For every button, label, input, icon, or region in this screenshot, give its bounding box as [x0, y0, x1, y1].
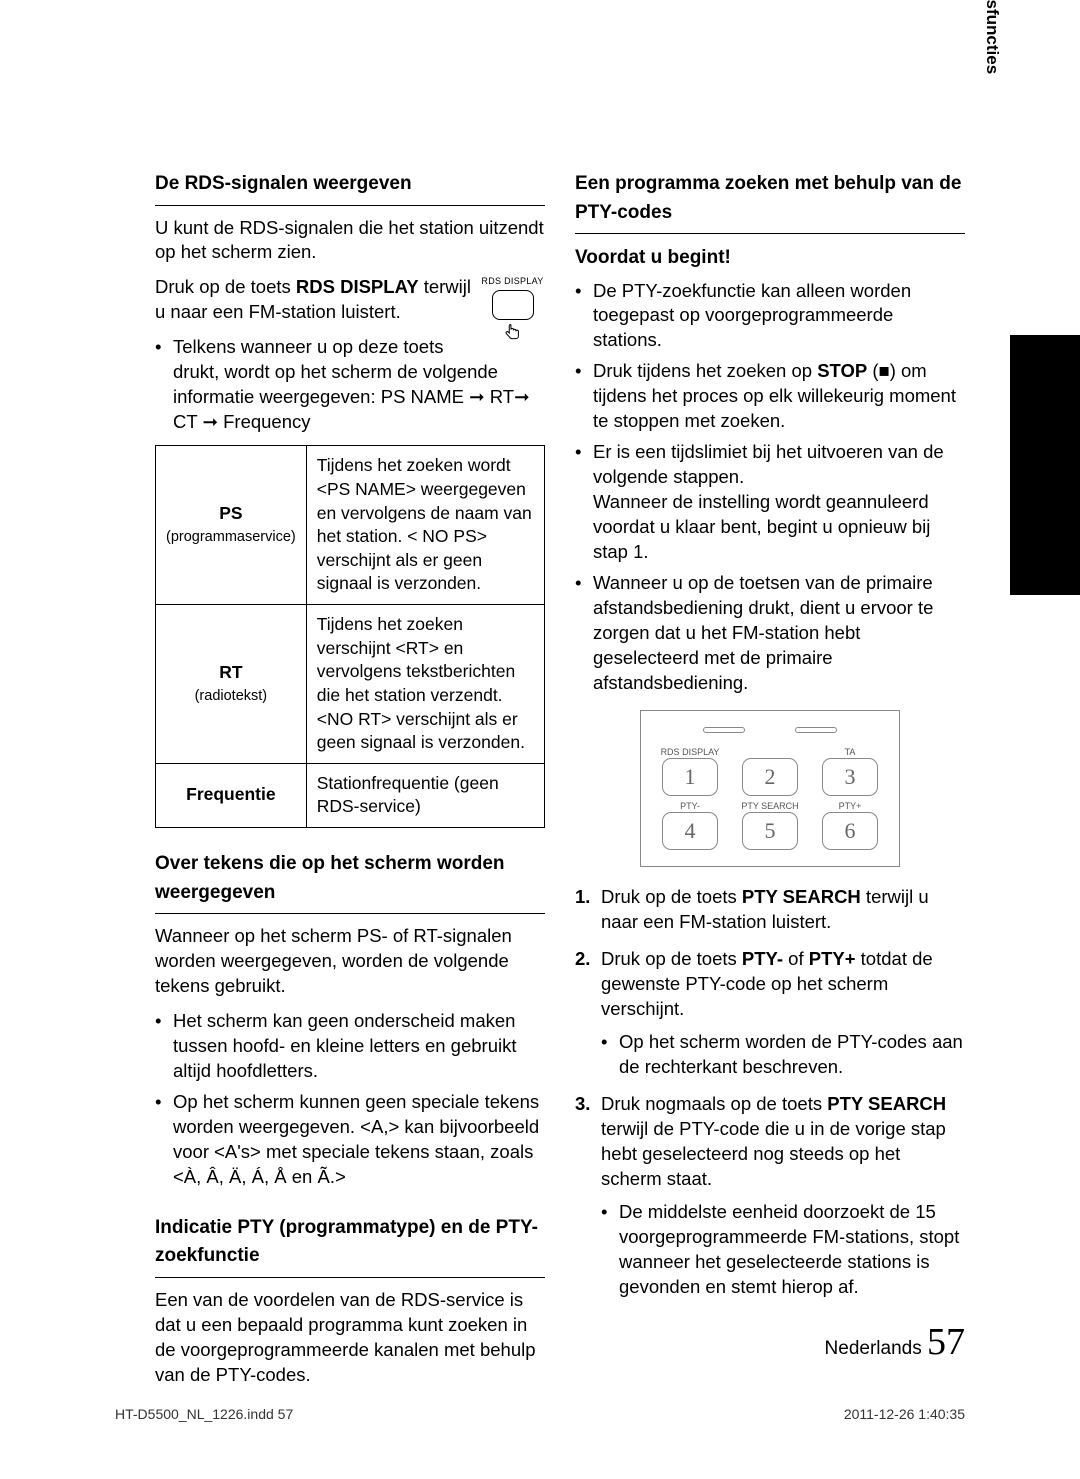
column-right: Een programma zoeken met behulp van de P…	[575, 170, 965, 1312]
section-tab-label: 04 Basisfuncties	[982, 0, 1002, 130]
text: Druk op de toets	[155, 276, 296, 297]
text: Druk op de toets	[601, 948, 742, 969]
page-number: 57	[927, 1321, 965, 1363]
heading-over-tekens: Over tekens die op het scherm worden wee…	[155, 850, 545, 914]
step-item: 2. Druk op de toets PTY- of PTY+ totdat …	[575, 947, 965, 1080]
text-bold: RDS DISPLAY	[296, 276, 419, 297]
side-black-bar	[1010, 335, 1080, 595]
text-bold: PTY-	[742, 948, 783, 969]
heading-programma-zoeken: Een programma zoeken met behulp van de P…	[575, 170, 965, 234]
bullet-list: Het scherm kan geen onderscheid maken tu…	[155, 1009, 545, 1190]
keypad-bar-icon	[795, 727, 837, 733]
keypad-key: 5	[742, 812, 798, 850]
keypad-label	[739, 746, 801, 756]
keypad-cell: PTY SEARCH 5	[739, 800, 801, 850]
keypad-cell: RDS DISPLAY 1	[659, 746, 721, 796]
page-language-number: Nederlands 57	[825, 1320, 965, 1364]
table-cell: Stationfrequentie (geen RDS-service)	[306, 763, 544, 827]
list-item: Op het scherm kunnen geen speciale teken…	[155, 1090, 545, 1190]
heading-pty-indicatie: Indicatie PTY (programmatype) en de PTY-…	[155, 1214, 545, 1278]
text-bold: PTY SEARCH	[742, 886, 861, 907]
text-bold: STOP	[817, 360, 867, 381]
footer-timestamp: 2011-12-26 1:40:35	[844, 1406, 965, 1422]
list-item: De PTY-zoekfunctie kan alleen worden toe…	[575, 279, 965, 354]
rds-signal-table: PS (programmaservice) Tijdens het zoeken…	[155, 445, 545, 828]
bullet-list: Telkens wanneer u op deze toets drukt, w…	[155, 335, 545, 435]
table-row: Frequentie Stationfrequentie (geen RDS-s…	[156, 763, 545, 827]
table-cell-label: RT (radiotekst)	[156, 605, 307, 764]
table-row: PS (programmaservice) Tijdens het zoeken…	[156, 446, 545, 605]
keypad-cell: TA 3	[819, 746, 881, 796]
numbered-steps: 1. Druk op de toets PTY SEARCH terwijl u…	[575, 885, 965, 1300]
footer-file-info: HT-D5500_NL_1226.indd 57	[115, 1406, 293, 1422]
step-item: 3. Druk nogmaals op de toets PTY SEARCH …	[575, 1092, 965, 1300]
keypad-label: PTY+	[819, 800, 881, 810]
text: Druk tijdens het zoeken op	[593, 360, 817, 381]
keypad-cell: PTY+ 6	[819, 800, 881, 850]
list-item: Op het scherm worden de PTY-codes aan de…	[601, 1030, 965, 1080]
list-item: Druk tijdens het zoeken op STOP (■) om t…	[575, 359, 965, 434]
keypad-label: RDS DISPLAY	[659, 746, 721, 756]
keypad-cell: PTY- 4	[659, 800, 721, 850]
column-left: De RDS-signalen weergeven U kunt de RDS-…	[155, 170, 545, 1398]
text: (radiotekst)	[195, 688, 268, 704]
keypad-top-bars	[653, 721, 887, 746]
text-bold: PTY+	[809, 948, 856, 969]
subheading-voordat: Voordat u begint!	[575, 244, 965, 273]
keypad-key: 3	[822, 758, 878, 796]
keypad-label: PTY SEARCH	[739, 800, 801, 810]
list-item: Er is een tijdslimiet bij het uitvoeren …	[575, 440, 965, 565]
text: (programmaservice)	[166, 529, 296, 545]
paragraph: U kunt de RDS-signalen die het station u…	[155, 216, 545, 266]
section-tab: 04 Basisfuncties	[978, 130, 1002, 320]
keypad-cell: 2	[739, 746, 801, 796]
remote-keypad-illustration: RDS DISPLAY 1 2 TA 3 PTY- 4 PTY SEARCH 5 PTY…	[640, 710, 900, 867]
list-item: Wanneer u op de toetsen van de primaire …	[575, 571, 965, 696]
heading-rds-signalen: De RDS-signalen weergeven	[155, 170, 545, 206]
list-item: De middelste eenheid doorzoekt de 15 voo…	[601, 1200, 965, 1300]
bullet-list: Op het scherm worden de PTY-codes aan de…	[601, 1030, 965, 1080]
manual-page: 04 Basisfuncties De RDS-signalen weergev…	[0, 0, 1080, 1479]
list-item: Telkens wanneer u op deze toets drukt, w…	[155, 335, 545, 435]
table-cell-label: PS (programmaservice)	[156, 446, 307, 605]
text: PS	[219, 503, 242, 523]
text-bold: PTY SEARCH	[827, 1093, 946, 1114]
keypad-label: TA	[819, 746, 881, 756]
text: terwijl de PTY-code die u in de vorige s…	[601, 1118, 946, 1189]
text: RT	[219, 662, 242, 682]
keypad-label: PTY-	[659, 800, 721, 810]
keypad-bar-icon	[703, 727, 745, 733]
table-cell: Tijdens het zoeken verschijnt <RT> en ve…	[306, 605, 544, 764]
keypad-key: 4	[662, 812, 718, 850]
list-item: Het scherm kan geen onderscheid maken tu…	[155, 1009, 545, 1084]
keypad-key: 6	[822, 812, 878, 850]
text: of	[783, 948, 809, 969]
keypad-key: 1	[662, 758, 718, 796]
paragraph: Een van de voordelen van de RDS-service …	[155, 1288, 545, 1388]
keypad-row: RDS DISPLAY 1 2 TA 3	[653, 746, 887, 796]
page-language: Nederlands	[825, 1338, 922, 1359]
keypad-key: 2	[742, 758, 798, 796]
table-cell-label: Frequentie	[156, 763, 307, 827]
remote-button-label: RDS DISPLAY	[480, 275, 545, 287]
table-cell: Tijdens het zoeken wordt <PS NAME> weerg…	[306, 446, 544, 605]
bullet-list: De middelste eenheid doorzoekt de 15 voo…	[601, 1200, 965, 1300]
paragraph: Wanneer op het scherm PS- of RT-signalen…	[155, 924, 545, 999]
keypad-row: PTY- 4 PTY SEARCH 5 PTY+ 6	[653, 800, 887, 850]
step-item: 1. Druk op de toets PTY SEARCH terwijl u…	[575, 885, 965, 935]
bullet-list: De PTY-zoekfunctie kan alleen worden toe…	[575, 279, 965, 697]
table-row: RT (radiotekst) Tijdens het zoeken versc…	[156, 605, 545, 764]
text: Druk op de toets	[601, 886, 742, 907]
remote-button-icon	[492, 290, 534, 320]
text: Druk nogmaals op de toets	[601, 1093, 827, 1114]
